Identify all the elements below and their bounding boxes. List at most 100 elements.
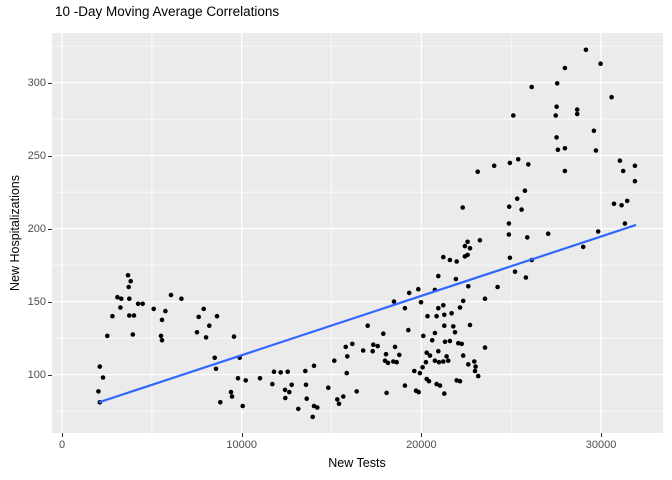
data-point [100,375,106,380]
data-point [196,314,201,320]
data-point [460,353,466,358]
data-point [392,344,398,350]
data-point [350,341,355,347]
data-point [452,330,458,335]
data-point [332,358,337,364]
data-point [473,364,478,369]
data-point [287,389,292,395]
data-point [270,381,275,387]
data-point [110,313,115,319]
x-tick-mark [62,433,64,437]
data-point [472,368,478,374]
data-point [406,290,412,296]
y-axis-title: New Hospitalizations [8,174,22,292]
y-tick-mark [48,301,52,303]
data-point [194,330,200,335]
data-point [128,278,133,284]
data-point [131,313,137,318]
data-point [385,360,391,366]
data-point [432,330,438,336]
data-point [591,128,597,134]
data-point [477,238,483,243]
data-point [354,389,360,394]
data-point [304,396,309,402]
data-point [434,313,439,319]
data-point [303,368,308,374]
data-point [118,305,123,310]
y-tick-label: 300 [27,76,46,89]
data-point [212,355,217,361]
data-point [462,243,468,249]
data-point [394,359,400,365]
data-point [115,294,120,300]
data-point [457,305,463,310]
x-tick-label: 0 [58,439,66,451]
data-point [163,308,168,314]
data-point [381,331,386,337]
data-point [371,342,376,348]
data-point [475,169,481,174]
data-point [343,344,349,350]
data-point [427,353,433,358]
data-point [553,113,558,118]
data-point [593,148,599,153]
data-point [365,323,371,329]
data-point [482,296,488,302]
data-point [620,168,626,174]
data-point [632,178,638,184]
data-point [96,389,101,394]
data-point [466,284,471,289]
data-point [97,364,103,369]
data-point [402,305,408,311]
data-point [310,414,316,420]
data-point [506,221,512,226]
scatter-plot-canvas [52,33,663,433]
data-point [283,395,288,401]
data-point [491,163,497,169]
data-point [228,389,234,395]
data-point [441,303,446,308]
data-point [135,301,141,307]
data-point [617,158,623,163]
data-point [201,306,206,312]
data-point [445,358,451,364]
data-point [482,345,488,350]
data-point [282,387,288,393]
data-point [127,296,132,302]
data-point [168,292,174,298]
data-point [574,107,580,112]
data-point [506,204,512,209]
data-point [418,300,424,305]
data-point [449,311,454,316]
data-point [416,286,421,292]
data-point [460,298,466,304]
y-tick-mark [48,82,52,84]
data-point [345,354,350,359]
data-point [126,284,131,290]
trend-line [98,223,637,404]
data-point [619,203,624,208]
data-point [416,389,422,395]
data-point [624,198,630,204]
plot-panel [52,33,663,433]
data-point [406,327,411,333]
data-point [344,370,350,376]
data-point [426,378,432,384]
data-point [285,369,290,375]
data-point [611,201,617,207]
data-point [218,400,223,405]
data-point [441,254,446,260]
data-point [442,323,447,329]
x-tick-label: 20000 [406,439,437,451]
data-point [554,135,559,140]
data-point [466,362,471,367]
y-tick-mark [48,228,52,230]
data-point [511,113,516,118]
data-point [296,406,301,412]
data-point [360,348,366,353]
data-point [507,255,513,261]
data-point [278,370,283,375]
data-point [421,333,426,339]
data-point [447,257,453,263]
data-point [326,385,331,391]
